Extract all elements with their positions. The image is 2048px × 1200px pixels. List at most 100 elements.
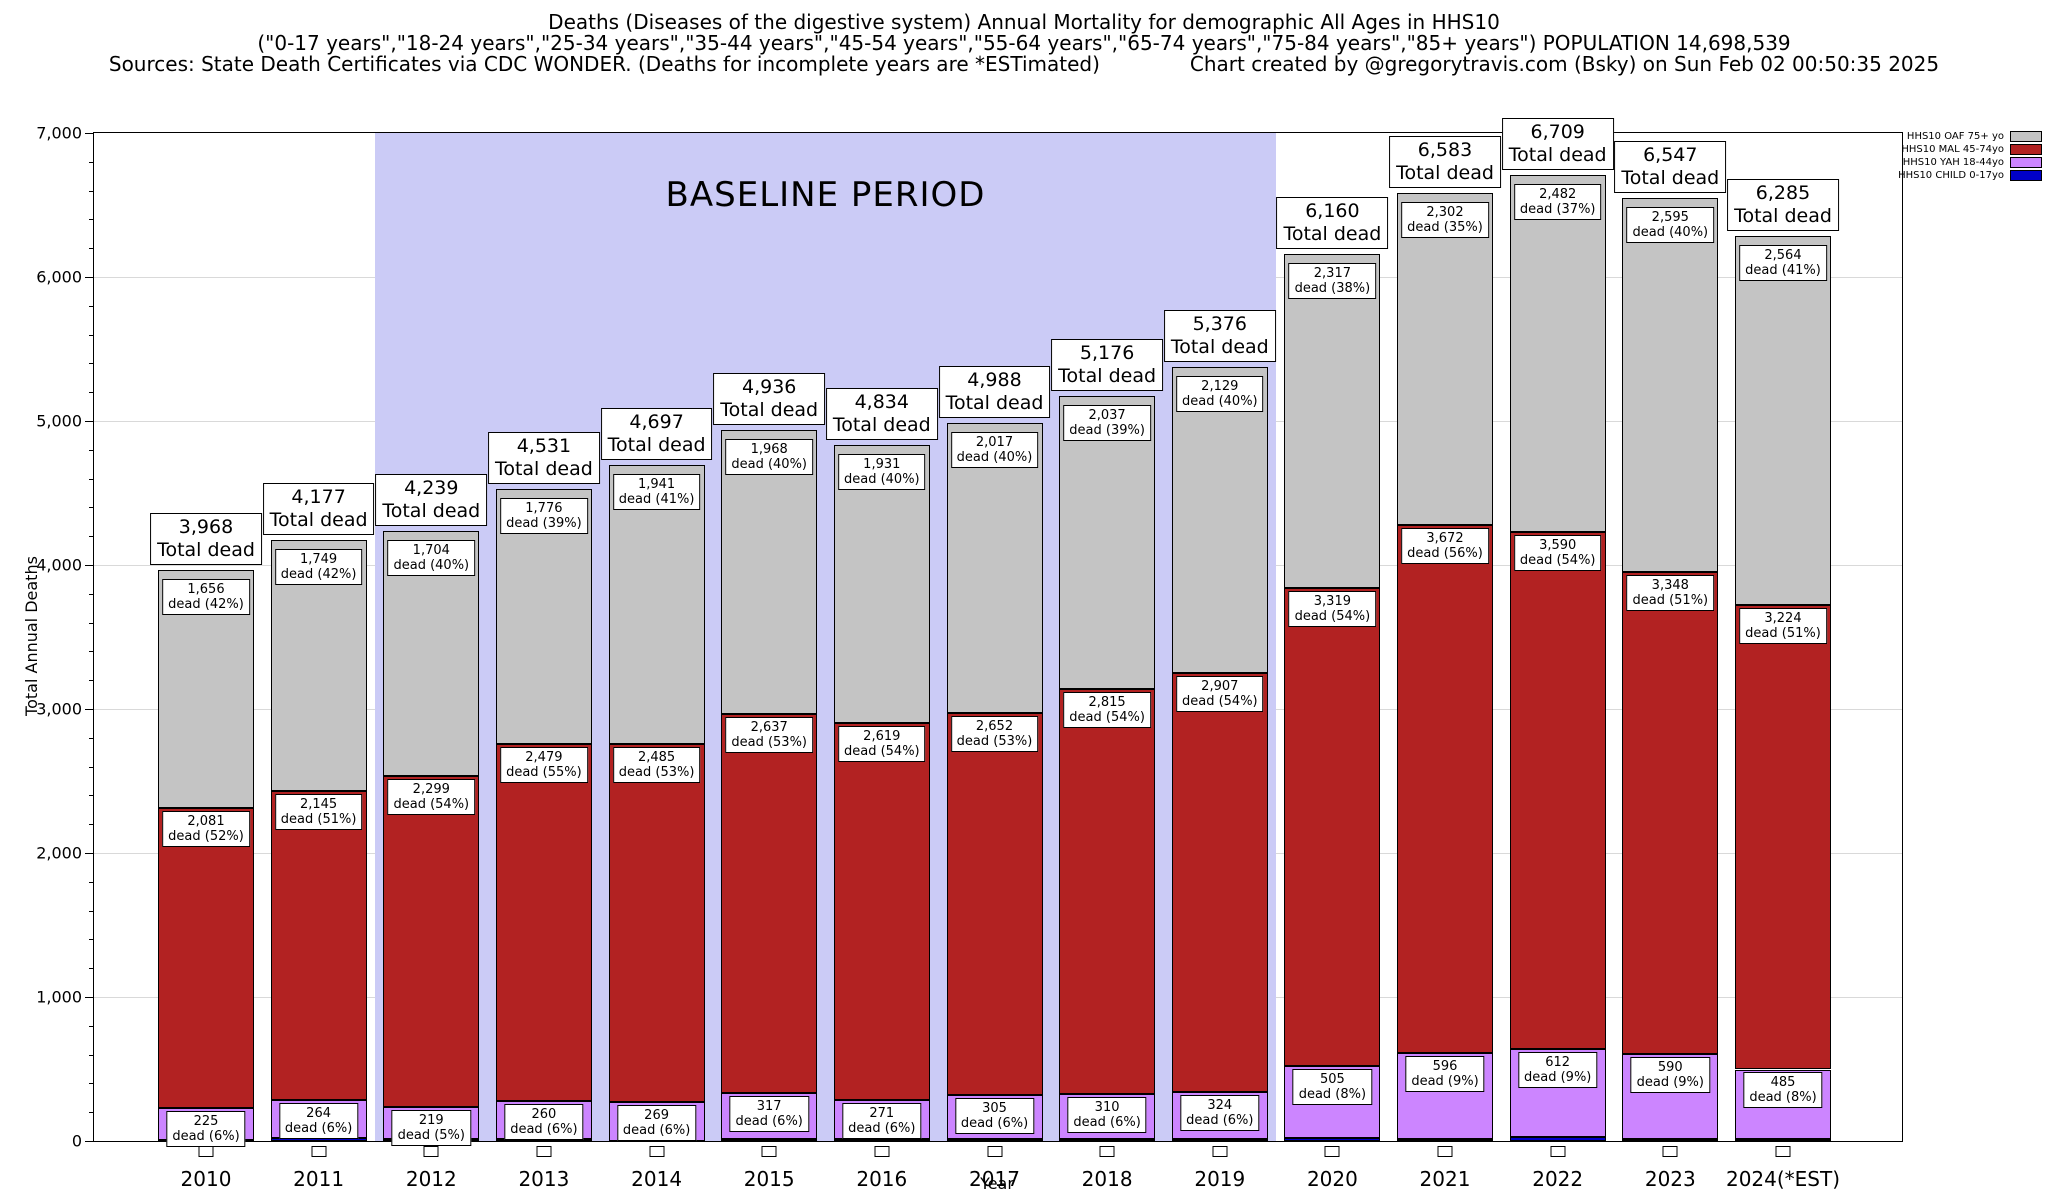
- bar-segment-oaf: [946, 422, 1043, 714]
- bar-segment-child: [1509, 1137, 1606, 1141]
- chart-credit: Chart created by @gregorytravis.com (Bsk…: [1189, 52, 1940, 76]
- yah-label-percent: dead (8%): [1298, 1086, 1367, 1102]
- bar-segment-mal: [495, 744, 592, 1102]
- total-value: 4,177: [291, 485, 346, 508]
- oaf-label-percent: dead (39%): [1069, 422, 1145, 438]
- y-tick-minor: [89, 622, 94, 624]
- yah-label: 225 dead (6%): [166, 1110, 246, 1147]
- child-footnote-box: [649, 1146, 665, 1157]
- child-footnote-box: [1437, 1146, 1453, 1157]
- total-label: 5,176 Total dead: [1051, 338, 1164, 391]
- oaf-label-percent: dead (37%): [1519, 201, 1596, 217]
- total-label: 4,936 Total dead: [713, 373, 826, 426]
- mal-label-percent: dead (53%): [618, 765, 695, 781]
- oaf-label-value: 1,704: [412, 542, 450, 558]
- yah-label: 505 dead (8%): [1292, 1068, 1373, 1105]
- legend-item: HHS10 OAF 75+ yo: [1898, 130, 2042, 143]
- mal-label-percent: dead (56%): [1407, 545, 1483, 561]
- y-tick-major: [85, 133, 94, 134]
- total-value: 4,936: [741, 376, 797, 399]
- oaf-label-percent: dead (41%): [1745, 263, 1821, 278]
- mal-label-value: 2,299: [412, 782, 450, 797]
- total-value: 3,968: [178, 515, 234, 538]
- y-tick-minor: [89, 1025, 94, 1027]
- x-tick-label: 2020: [1306, 1167, 1358, 1191]
- y-tick-minor: [89, 248, 94, 250]
- oaf-label-value: 2,302: [1426, 205, 1464, 220]
- legend-label: HHS10 MAL 45-74yo: [1901, 144, 2004, 155]
- yah-label: 305 dead (6%): [954, 1098, 1035, 1135]
- total-value: 4,239: [404, 476, 459, 499]
- mal-label-percent: dead (55%): [506, 765, 582, 781]
- oaf-label: 2,017 dead (40%): [950, 431, 1039, 468]
- y-tick-major: [85, 565, 94, 566]
- total-dead-text: Total dead: [607, 433, 706, 456]
- plot-area: 0 1,000 2,000 3,000 4,000 5,000 6,000 7,000 BASE…: [36, 117, 1903, 1191]
- bar-segment-mal: [1171, 673, 1268, 1092]
- yah-label-value: 596: [1432, 1059, 1458, 1075]
- total-dead-text: Total dead: [1283, 223, 1382, 245]
- child-footnote-box: [1212, 1146, 1228, 1157]
- total-value: 4,531: [516, 434, 572, 457]
- total-dead-text: Total dead: [1621, 167, 1720, 190]
- yah-label-percent: dead (9%): [1524, 1070, 1592, 1086]
- chart-source-line: Sources: State Death Certificates via CD…: [0, 54, 2048, 75]
- oaf-label-percent: dead (40%): [1632, 225, 1709, 241]
- yah-label: 219 dead (5%): [391, 1110, 471, 1146]
- y-tick-minor: [89, 219, 94, 221]
- mal-label: 2,081 dead (52%): [162, 811, 250, 848]
- y-tick-label: 7,000: [36, 123, 82, 143]
- mal-label: 2,479 dead (55%): [500, 747, 588, 784]
- mal-label: 3,348 dead (51%): [1626, 574, 1715, 611]
- y-tick-minor: [89, 392, 94, 394]
- bar-segment-mal: [946, 713, 1043, 1096]
- bar-segment-mal: [1622, 571, 1719, 1054]
- oaf-label: 2,129 dead (40%): [1175, 375, 1264, 412]
- legend-swatch: [2010, 170, 2042, 181]
- bar-segment-oaf: [1622, 198, 1719, 572]
- bar-segment-oaf: [608, 464, 705, 745]
- y-tick-label: 1,000: [36, 987, 82, 1007]
- y-axis-title: Total Annual Deaths: [22, 556, 41, 716]
- child-footnote-box: [536, 1146, 552, 1157]
- bar-segment-mal: [383, 775, 480, 1107]
- mal-label-value: 2,637: [750, 719, 788, 735]
- y-tick-major: [85, 421, 94, 422]
- yah-label: 269 dead (6%): [616, 1105, 697, 1141]
- oaf-label-value: 1,931: [863, 456, 901, 472]
- total-value: 6,709: [1530, 120, 1585, 143]
- bar-segment-mal: [1735, 605, 1831, 1070]
- oaf-label-percent: dead (40%): [393, 557, 470, 573]
- x-tick-label: 2019: [1194, 1167, 1246, 1191]
- mal-label: 2,145 dead (51%): [274, 794, 363, 831]
- mal-label-value: 3,348: [1651, 577, 1689, 593]
- child-footnote-box: [1550, 1146, 1566, 1157]
- yah-label-percent: dead (6%): [848, 1121, 916, 1137]
- y-tick-minor: [89, 939, 94, 941]
- yah-label: 271 dead (6%): [842, 1103, 922, 1140]
- total-value: 6,160: [1305, 200, 1360, 222]
- y-tick-minor: [89, 190, 94, 192]
- baseline-label: BASELINE PERIOD: [665, 175, 986, 215]
- legend-label: HHS10 OAF 75+ yo: [1906, 131, 2004, 142]
- total-value: 5,176: [1079, 341, 1135, 364]
- x-tick-label: 2023: [1644, 1167, 1696, 1191]
- oaf-label-value: 1,941: [637, 476, 676, 492]
- mal-label-value: 3,224: [1764, 611, 1802, 627]
- y-tick-minor: [89, 651, 94, 653]
- yah-label-value: 225: [193, 1113, 219, 1129]
- child-footnote-box: [874, 1146, 890, 1157]
- oaf-label-value: 2,017: [975, 434, 1014, 450]
- mal-label-percent: dead (54%): [1069, 710, 1145, 725]
- oaf-label-value: 2,482: [1539, 186, 1577, 202]
- x-tick-label: 2016: [856, 1167, 908, 1191]
- y-tick-minor: [89, 334, 94, 336]
- child-footnote-box: [311, 1146, 327, 1157]
- child-footnote-box: [1775, 1146, 1791, 1157]
- bar-segment-mal: [1059, 688, 1156, 1095]
- y-tick-minor: [89, 968, 94, 970]
- oaf-label-percent: dead (42%): [168, 596, 244, 612]
- mal-label-percent: dead (51%): [1632, 592, 1709, 608]
- oaf-label: 1,749 dead (42%): [274, 548, 363, 585]
- mal-label-value: 2,619: [863, 729, 901, 744]
